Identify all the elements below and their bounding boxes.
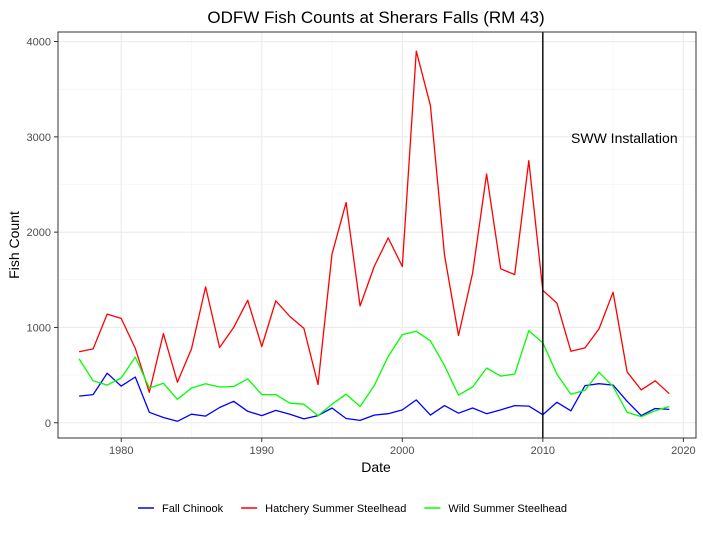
series-layer [78, 50, 670, 422]
legend-label: Fall Chinook [162, 503, 224, 515]
x-tick-label: 2010 [531, 445, 555, 457]
axis-ticks: 1980 1990 2000 2010 2020 0 1000 2000 3000 4000 [27, 37, 696, 457]
panel-border [57, 31, 697, 439]
y-tick-label: 2000 [27, 227, 51, 239]
series-line-wild-summer-steelhead [78, 330, 670, 418]
series-line-hatchery-summer-steelhead [78, 50, 670, 395]
x-tick-label: 2020 [671, 445, 695, 457]
chart-title: ODFW Fish Counts at Sherars Falls (RM 43… [207, 8, 544, 27]
y-tick-label: 0 [45, 418, 51, 430]
legend: Fall Chinook Hatchery Summer Steelhead Wil… [138, 503, 567, 515]
annotation-layer: SWW Installation [542, 32, 678, 438]
y-axis-title: Fish Count [6, 211, 22, 279]
x-tick-label: 2000 [390, 445, 414, 457]
series-line-fall-chinook [79, 372, 670, 422]
grid [58, 32, 696, 438]
installation-label: SWW Installation [571, 130, 678, 146]
y-tick-label: 1000 [27, 322, 51, 334]
y-tick-label: 4000 [27, 37, 51, 49]
legend-label: Hatchery Summer Steelhead [265, 503, 406, 515]
x-axis-title: Date [361, 459, 391, 475]
legend-label: Wild Summer Steelhead [448, 503, 567, 515]
x-tick-label: 1990 [250, 445, 274, 457]
x-tick-label: 1980 [109, 445, 133, 457]
y-tick-label: 3000 [27, 132, 51, 144]
